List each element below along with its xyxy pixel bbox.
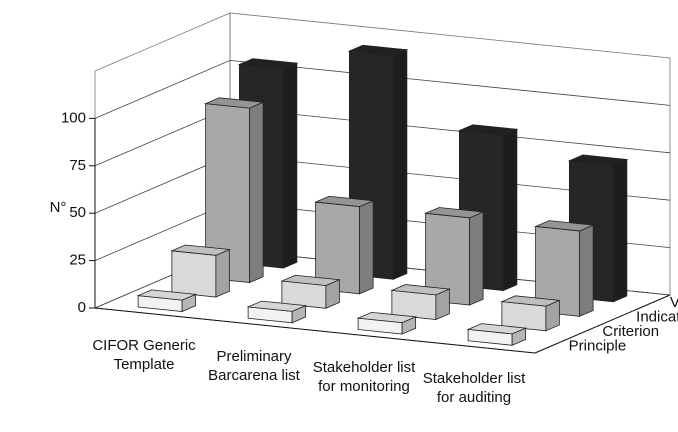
y-tick-label: 75 [69, 157, 86, 174]
x-tick-label: Stakeholder list for monitoring [312, 359, 416, 396]
bar-top [424, 207, 485, 219]
bar [534, 220, 595, 317]
bar [466, 323, 528, 346]
bar [170, 244, 231, 298]
bar [424, 207, 485, 306]
y-tick-label: 0 [78, 299, 86, 316]
bar-top [534, 220, 595, 232]
bar-top [500, 295, 561, 307]
bar-top [347, 44, 409, 56]
series-label: Indicator [636, 309, 678, 326]
bar-side [392, 49, 408, 280]
bar [136, 289, 198, 313]
bar [246, 300, 308, 324]
depth-axis [534, 294, 671, 354]
bar-front [171, 250, 217, 298]
y-axis-label: N° [50, 199, 67, 216]
bar [500, 295, 561, 332]
x-tick-label: Preliminary Barcarena list [208, 347, 300, 384]
bar [204, 97, 265, 284]
y-tick-label: 50 [69, 204, 86, 221]
series-label: Criterion [602, 323, 659, 340]
bar-top [567, 154, 629, 166]
bar-side [215, 248, 230, 298]
x-axis [94, 307, 536, 354]
y-tick-label: 25 [69, 252, 86, 269]
grid-line [94, 59, 671, 119]
bar [280, 274, 341, 309]
bar-top [170, 244, 231, 256]
bar-top [136, 289, 198, 301]
bar-side [469, 211, 484, 306]
bar-top [390, 284, 451, 296]
bar [356, 311, 418, 335]
series-label: Principle [569, 338, 627, 355]
series-label: Verifier [670, 294, 678, 311]
x-tick-label: Stakeholder list for auditing [422, 370, 526, 407]
bar-side [282, 62, 298, 269]
bar-side [359, 200, 374, 295]
bar-top [314, 195, 375, 207]
bar [314, 195, 375, 295]
bar-top [246, 300, 308, 312]
bar-top [280, 274, 341, 286]
bar-side [579, 224, 594, 317]
y-tick-label: 100 [61, 109, 86, 126]
bar-top [466, 323, 528, 335]
bar-side [502, 128, 518, 292]
bar-top [356, 311, 418, 324]
bar-side [612, 158, 628, 303]
bar-side [249, 101, 264, 284]
bar [390, 284, 451, 321]
x-tick-label: CIFOR Generic Template [92, 336, 196, 373]
bar-top [237, 58, 299, 70]
bar-top [457, 124, 519, 136]
bar-top [204, 97, 265, 109]
